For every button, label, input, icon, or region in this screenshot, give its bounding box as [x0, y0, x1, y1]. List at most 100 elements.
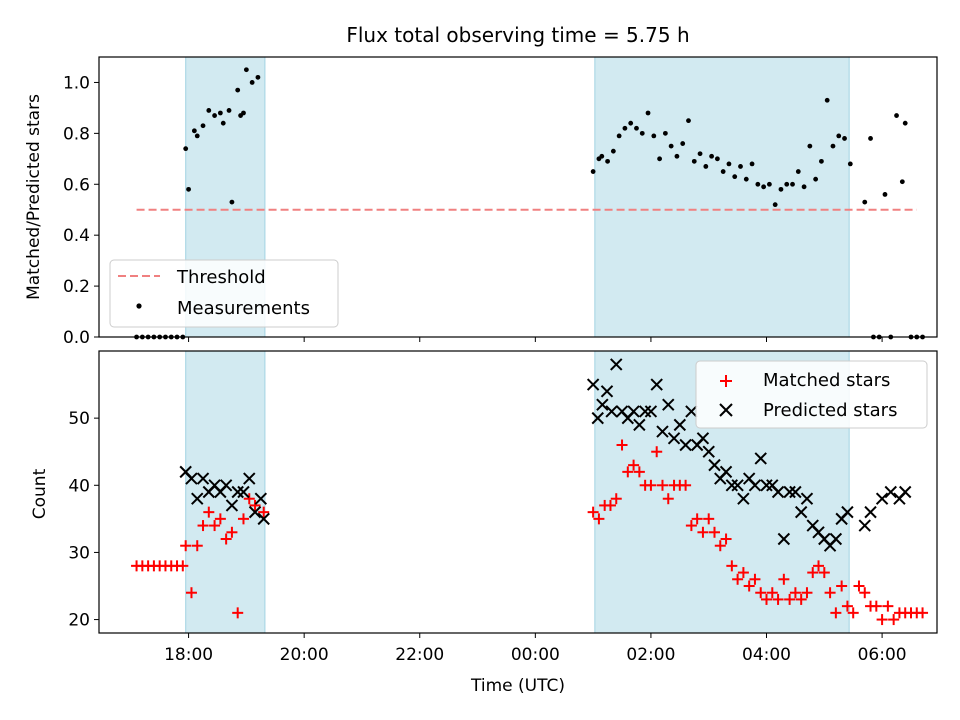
- matched-star-marker: [220, 533, 232, 545]
- measurement-point: [226, 108, 232, 113]
- predicted-star-marker: [696, 432, 710, 445]
- chart-title: Flux total observing time = 5.75 h: [346, 23, 689, 47]
- matched-star-marker: [226, 526, 238, 538]
- matched-star-marker: [882, 600, 894, 612]
- y-tick-label: 0.0: [63, 328, 90, 348]
- matched-star-marker: [853, 580, 865, 592]
- measurement-point: [634, 125, 639, 131]
- predicted-star-marker: [254, 492, 268, 505]
- count-panel: 20 30 40 50 18:00 20:00 22:00 00:00 02:00 04:00 0…: [30, 350, 938, 696]
- measurement-point: [668, 143, 674, 149]
- measurement-point: [200, 123, 206, 129]
- matched-star-marker: [761, 593, 773, 605]
- measurement-point: [651, 133, 657, 139]
- measurement-point: [191, 128, 197, 134]
- measurement-point: [784, 181, 790, 187]
- matched-star-marker: [662, 493, 674, 505]
- predicted-star-marker: [777, 532, 791, 546]
- predicted-star-marker: [237, 485, 250, 499]
- matched-legend-swatch: [720, 375, 732, 387]
- matched-star-marker: [203, 506, 215, 518]
- measurement-point: [229, 199, 235, 205]
- measurement-point: [714, 156, 720, 162]
- predicted-star-marker: [858, 519, 871, 532]
- measurement-point: [639, 130, 645, 136]
- matched-star-marker: [633, 466, 645, 478]
- matched-star-marker: [795, 593, 807, 605]
- measurement-point: [220, 120, 226, 126]
- measurement-point: [743, 176, 749, 182]
- measurement-point: [862, 199, 868, 205]
- ratio-y-label: Matched/Predicted stars: [24, 94, 44, 300]
- matched-star-marker: [789, 587, 801, 599]
- predicted-star-marker: [685, 405, 698, 418]
- x-axis-label: Time (UTC): [470, 676, 565, 696]
- matched-star-marker: [645, 479, 657, 491]
- matched-legend-label: Matched stars: [763, 370, 890, 391]
- measurement-point: [217, 110, 223, 116]
- measurement-point: [183, 146, 189, 152]
- y-tick-label: 50: [68, 409, 90, 429]
- threshold-legend-label: Threshold: [176, 267, 266, 288]
- matched-star-marker: [772, 593, 784, 605]
- y-tick-label: 0.4: [63, 226, 90, 246]
- predicted-star-marker: [875, 492, 889, 505]
- predicted-star-marker: [257, 512, 270, 526]
- predicted-stars-points: [179, 358, 912, 552]
- predicted-star-marker: [586, 378, 600, 391]
- ratio-panel: 0.0 0.2 0.4 0.6 0.8 1.0 Matched/Predicted sta…: [24, 56, 938, 348]
- measurement-point: [194, 133, 200, 139]
- predicted-star-marker: [708, 458, 721, 472]
- y-tick-label: 40: [68, 476, 90, 496]
- predicted-star-marker: [748, 479, 762, 492]
- predicted-star-marker: [679, 438, 692, 452]
- observing-window-2: [594, 57, 850, 337]
- predicted-star-marker: [219, 479, 233, 492]
- measurement-point: [616, 133, 622, 139]
- matched-star-marker: [755, 587, 767, 599]
- predicted-star-marker: [725, 479, 739, 492]
- y-tick-label: 0.8: [63, 124, 90, 144]
- predicted-star-marker: [760, 479, 773, 492]
- matched-star-marker: [185, 587, 197, 599]
- measurement-point: [836, 133, 842, 139]
- matched-star-marker: [703, 513, 715, 525]
- predicted-star-marker: [191, 492, 204, 505]
- measurement-point: [662, 130, 668, 136]
- matched-star-marker: [766, 587, 778, 599]
- predicted-star-marker: [702, 445, 715, 458]
- predicted-star-marker: [196, 472, 210, 485]
- predicted-star-marker: [737, 492, 750, 505]
- predicted-star-marker: [650, 378, 663, 391]
- matched-star-marker: [824, 587, 836, 599]
- measurement-point: [847, 161, 853, 167]
- measurement-point: [807, 143, 813, 149]
- measurement-point: [819, 158, 824, 164]
- matched-star-marker: [697, 526, 709, 538]
- matched-star-marker: [180, 540, 192, 552]
- matched-star-marker: [685, 520, 697, 532]
- predicted-star-marker: [789, 485, 802, 499]
- measurement-point: [697, 151, 703, 157]
- measurement-point: [749, 161, 755, 167]
- matched-star-marker: [859, 587, 871, 599]
- measurement-point: [842, 136, 847, 141]
- measurement-point: [212, 113, 217, 118]
- matched-star-marker: [604, 499, 616, 511]
- matched-star-marker: [610, 493, 622, 505]
- predicted-star-marker: [185, 472, 198, 485]
- matched-star-marker: [232, 607, 244, 619]
- matched-star-marker: [720, 533, 732, 545]
- measurement-point: [902, 120, 908, 126]
- measurement-point: [243, 67, 249, 73]
- measurement-point: [680, 141, 686, 146]
- matched-star-marker: [656, 479, 668, 491]
- matched-star-marker: [870, 600, 882, 612]
- count-plot-frame: [98, 350, 938, 634]
- predicted-star-marker: [783, 485, 796, 499]
- predicted-star-marker: [610, 358, 623, 371]
- measurement-point: [801, 184, 807, 190]
- ratio-y-ticks: 0.0 0.2 0.4 0.6 0.8 1.0: [63, 73, 99, 348]
- y-tick-label: 0.2: [63, 277, 90, 297]
- measurement-point: [868, 136, 873, 141]
